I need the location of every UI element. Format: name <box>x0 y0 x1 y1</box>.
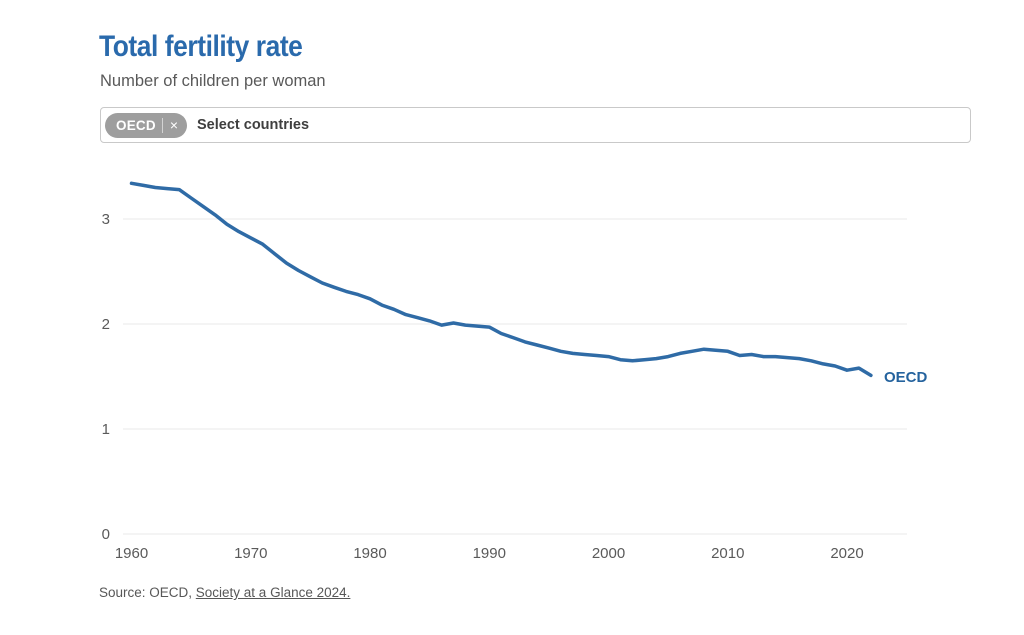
country-select-input[interactable]: OECD × Select countries <box>100 107 971 143</box>
x-tick-label: 1970 <box>234 545 267 562</box>
x-tick-label: 2010 <box>711 545 744 562</box>
y-tick-label: 3 <box>102 211 110 228</box>
x-tick-label: 1960 <box>115 545 148 562</box>
y-tick-label: 2 <box>102 316 110 333</box>
y-tick-label: 1 <box>102 421 110 438</box>
selected-country-chip: OECD × <box>105 112 187 138</box>
select-placeholder: Select countries <box>197 117 310 133</box>
page-subtitle: Number of children per woman <box>100 72 326 90</box>
y-axis-tick-labels: 0 1 2 3 <box>102 211 110 543</box>
x-axis-tick-labels: 1960 1970 1980 1990 2000 2010 2020 <box>115 545 864 562</box>
chip-remove-icon[interactable]: × <box>169 117 178 133</box>
source-prefix: Source: OECD, <box>99 585 196 600</box>
source-note: Source: OECD, Society at a Glance 2024. <box>99 585 350 600</box>
source-link[interactable]: Society at a Glance 2024. <box>195 585 351 600</box>
y-tick-label: 0 <box>102 526 110 543</box>
x-tick-label: 2020 <box>830 545 863 562</box>
chip-label: OECD <box>116 117 156 133</box>
oecd-series-line[interactable] <box>129 181 873 378</box>
chip-divider <box>161 117 163 133</box>
page-title: Total fertility rate <box>99 30 303 63</box>
oecd-series-label: OECD <box>884 369 928 386</box>
y-gridlines <box>123 218 907 535</box>
x-tick-label: 2000 <box>592 545 625 562</box>
x-tick-label: 1990 <box>473 545 506 562</box>
x-tick-label: 1980 <box>353 545 386 562</box>
